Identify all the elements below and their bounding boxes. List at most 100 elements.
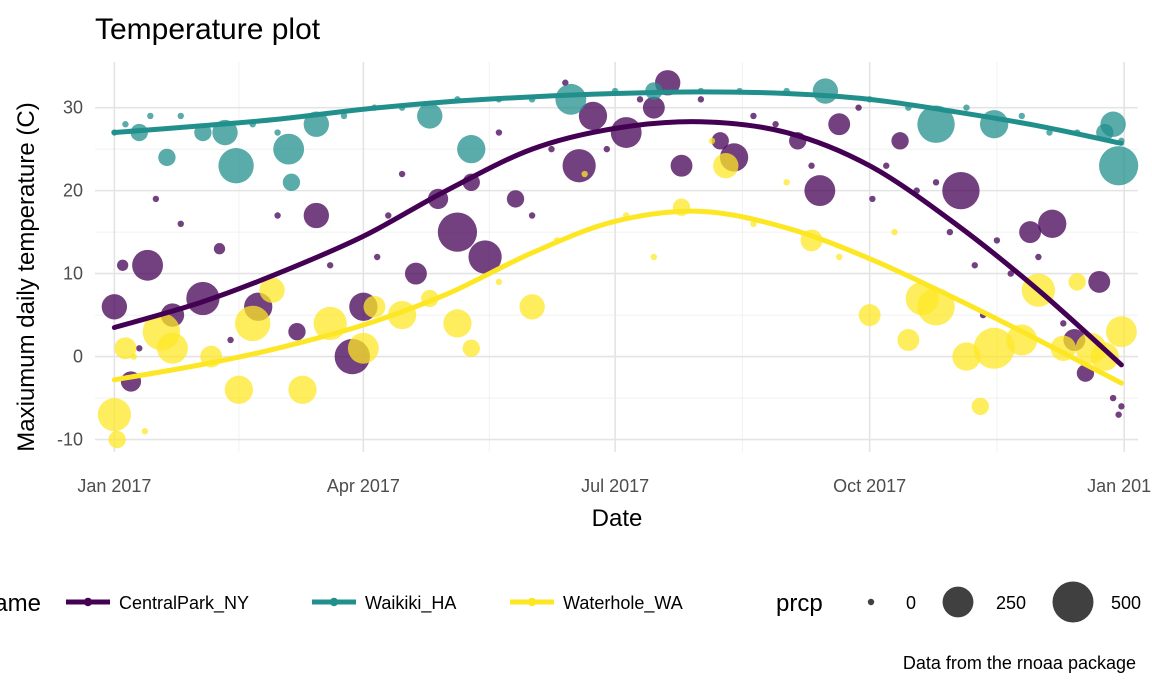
- data-point: [973, 327, 1015, 369]
- data-point: [218, 148, 254, 184]
- data-point: [1088, 270, 1111, 293]
- data-point: [711, 132, 729, 150]
- data-point: [963, 104, 970, 111]
- data-point: [858, 304, 881, 327]
- chart-title: Temperature plot: [95, 13, 321, 46]
- data-point: [158, 148, 176, 167]
- data-point: [398, 170, 406, 178]
- legend-size-item: 0: [867, 593, 916, 613]
- legend-size-key: [1052, 581, 1094, 623]
- y-tick-label: 30: [63, 98, 83, 118]
- data-point: [97, 398, 131, 432]
- data-point: [562, 149, 596, 183]
- data-point: [971, 397, 989, 416]
- data-point: [1018, 112, 1026, 120]
- y-tick-label: 20: [63, 181, 83, 201]
- data-point: [650, 253, 658, 261]
- y-tick-label: -10: [57, 430, 83, 450]
- data-point: [495, 278, 503, 286]
- data-point: [642, 96, 665, 119]
- x-tick-label: Jan 2018: [1087, 476, 1152, 496]
- data-point: [836, 253, 843, 261]
- y-tick-label: 0: [73, 347, 83, 367]
- legend-key-point: [83, 597, 93, 607]
- legend: name CentralPark_NY Waikiki_HA Waterhole_W…: [0, 581, 1141, 623]
- data-point: [347, 332, 379, 364]
- data-point: [224, 375, 254, 404]
- data-point: [141, 428, 148, 435]
- data-point: [404, 262, 427, 285]
- legend-label: CentralPark_NY: [119, 593, 249, 614]
- legend-size-key: [867, 598, 875, 606]
- data-point: [136, 345, 143, 352]
- legend-item-CentralPark_NY: CentralPark_NY: [66, 593, 249, 614]
- data-point: [993, 237, 1001, 244]
- data-point: [932, 179, 940, 186]
- data-point: [340, 112, 348, 120]
- data-point: [108, 430, 126, 449]
- data-point: [468, 240, 502, 274]
- data-point: [891, 132, 909, 150]
- data-point: [117, 259, 129, 271]
- x-tick-label: Oct 2017: [833, 476, 906, 496]
- data-point: [697, 96, 705, 103]
- data-point: [213, 243, 226, 255]
- y-tick-labels: -10 0 10 20 30: [57, 98, 83, 450]
- data-point: [952, 342, 981, 371]
- data-point: [1099, 146, 1139, 186]
- data-point: [772, 121, 779, 128]
- data-point: [603, 145, 611, 153]
- data-point: [917, 288, 955, 326]
- chart-caption: Data from the rnoaa package: [903, 653, 1136, 673]
- legend-size-label: 0: [906, 593, 916, 613]
- data-point: [363, 295, 386, 318]
- data-point: [1038, 209, 1067, 238]
- data-point: [971, 262, 978, 269]
- data-point: [177, 112, 184, 120]
- data-point: [437, 212, 478, 252]
- y-tick-label: 10: [63, 264, 83, 284]
- data-point: [1109, 394, 1117, 402]
- data-point: [610, 117, 642, 148]
- data-point: [288, 375, 317, 404]
- data-point: [783, 179, 790, 186]
- points-Waterhole_WA: [97, 137, 1137, 449]
- data-point: [812, 78, 839, 104]
- data-point: [132, 249, 163, 281]
- data-point: [288, 323, 306, 341]
- data-point: [804, 175, 836, 207]
- data-point: [578, 101, 608, 131]
- data-point: [282, 173, 301, 191]
- legend-size-label: 500: [1111, 593, 1141, 613]
- data-point: [828, 113, 851, 136]
- data-point: [385, 212, 392, 219]
- data-point: [1105, 316, 1137, 348]
- data-point: [1060, 320, 1067, 327]
- data-point: [495, 129, 503, 136]
- data-point: [326, 262, 334, 269]
- smooth-line-Waterhole_WA: [111, 208, 1124, 386]
- legend-size-label: 250: [996, 593, 1026, 613]
- data-point: [462, 339, 480, 357]
- data-point: [942, 171, 980, 210]
- data-point: [506, 190, 525, 208]
- legend-label: Waterhole_WA: [563, 593, 683, 614]
- data-point: [157, 332, 188, 364]
- data-point: [562, 79, 569, 86]
- x-tick-label: Jul 2017: [581, 476, 649, 496]
- data-point: [235, 305, 271, 342]
- data-point: [581, 170, 588, 178]
- data-point: [1068, 273, 1086, 291]
- data-point: [177, 220, 184, 228]
- legend-size-key: [942, 586, 974, 618]
- smooth-layer: [111, 89, 1124, 386]
- legend-item-Waterhole_WA: Waterhole_WA: [510, 593, 683, 614]
- data-point: [1035, 253, 1042, 261]
- data-point: [855, 104, 862, 111]
- data-point: [274, 212, 281, 219]
- legend-size-item: 250: [942, 586, 1026, 618]
- data-point: [891, 228, 898, 236]
- data-point: [114, 337, 137, 360]
- data-point: [417, 103, 443, 129]
